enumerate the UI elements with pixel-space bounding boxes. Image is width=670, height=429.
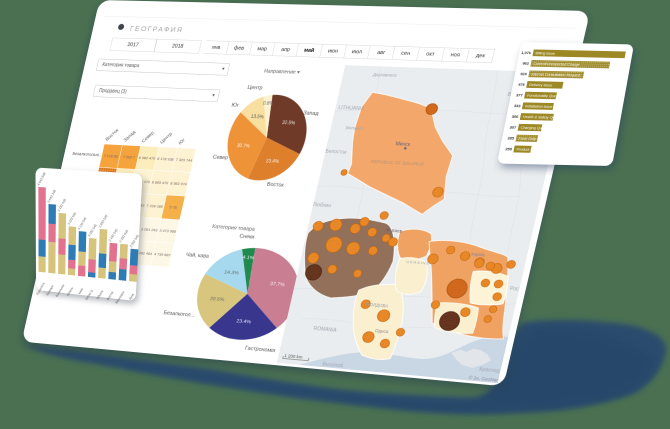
svg-text:Одеса: Одеса	[374, 328, 389, 335]
svg-text:20.5%: 20.5%	[209, 296, 224, 302]
svg-text:Гастрономія: Гастрономія	[244, 345, 276, 354]
svg-text:Категория товара: Категория товара	[211, 224, 255, 233]
svg-text:Восток: Восток	[266, 182, 285, 189]
svg-text:Люблин: Люблин	[313, 202, 333, 208]
svg-text:0.8%: 0.8%	[262, 100, 274, 106]
svg-text:Краснод: Краснод	[479, 366, 501, 373]
svg-text:14.3%: 14.3%	[224, 269, 240, 275]
svg-text:Север: Север	[212, 154, 229, 161]
svg-text:Запад: Запад	[303, 110, 320, 117]
svg-text:4.1%: 4.1%	[242, 254, 255, 260]
svg-text:32.5%: 32.5%	[282, 119, 296, 125]
svg-text:Bucuresti: Bucuresti	[322, 361, 344, 368]
svg-text:UKRAINE: UKRAINE	[406, 260, 430, 266]
svg-text:23.4%: 23.4%	[265, 158, 279, 164]
svg-text:Даугавпилс: Даугавпилс	[372, 72, 397, 78]
svg-text:Центр: Центр	[247, 85, 264, 92]
svg-text:Рост: Рост	[509, 285, 522, 291]
svg-text:Чай, кава: Чай, кава	[185, 251, 210, 260]
svg-text:Безалкогол...: Безалкогол...	[163, 310, 196, 319]
svg-text:Минск: Минск	[395, 141, 412, 147]
svg-text:Белосток: Белосток	[325, 148, 348, 154]
svg-text:© 2н, GeoNames: © 2н, GeoNames	[468, 375, 506, 384]
svg-text:Юг: Юг	[231, 102, 240, 109]
svg-text:МОЛДОВА: МОЛДОВА	[365, 301, 389, 308]
svg-text:Снеки: Снеки	[239, 233, 255, 240]
svg-text:13.5%: 13.5%	[250, 113, 264, 119]
svg-text:LITHUANIA: LITHUANIA	[338, 105, 366, 111]
svg-text:REPUBLIC OF BELARUS: REPUBLIC OF BELARUS	[371, 159, 425, 167]
svg-text:ROMANIA: ROMANIA	[313, 326, 338, 333]
svg-text:Киев: Киев	[391, 228, 402, 234]
svg-text:Харкiв: Харкiв	[470, 251, 485, 257]
svg-text:30.7%: 30.7%	[236, 142, 250, 148]
svg-text:23.4%: 23.4%	[236, 318, 252, 324]
svg-text:1 200 km: 1 200 km	[284, 353, 304, 360]
svg-text:Вильнюс: Вильнюс	[345, 125, 365, 131]
svg-text:37.7%: 37.7%	[270, 281, 286, 287]
